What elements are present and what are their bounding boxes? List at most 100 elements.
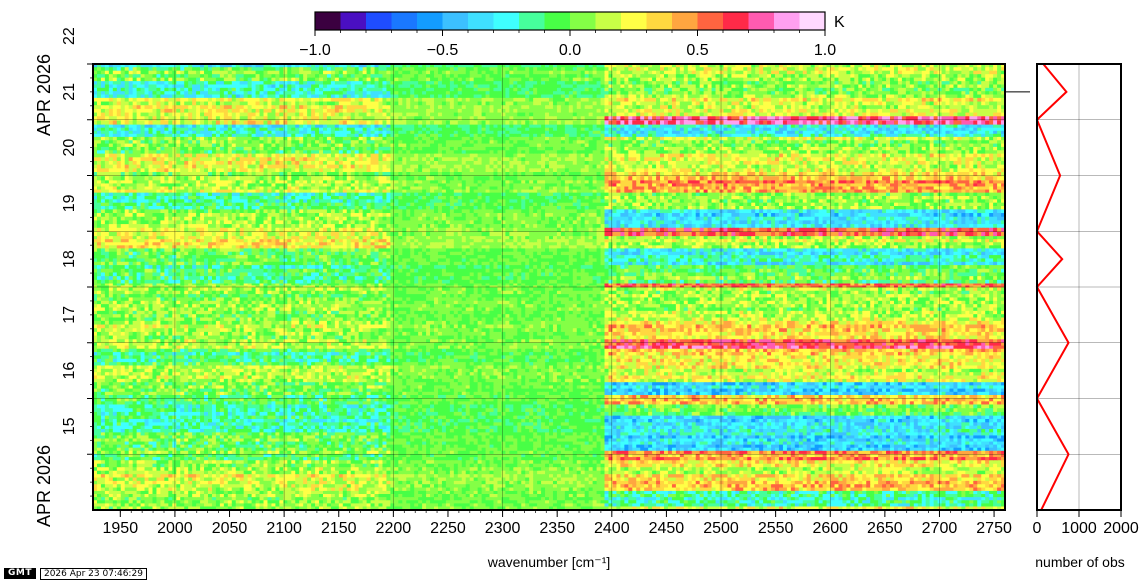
heatmap-cell: [608, 444, 613, 447]
heatmap-cell: [791, 497, 796, 501]
heatmap-cell: [644, 503, 649, 507]
heatmap-cell: [382, 477, 387, 481]
heatmap-cell: [228, 470, 233, 474]
heatmap-cell: [862, 470, 867, 474]
heatmap-cell: [192, 460, 197, 464]
heatmap-cell: [953, 484, 958, 488]
heatmap-cell: [279, 457, 284, 461]
heatmap-cell: [335, 500, 340, 504]
heatmap-cell: [470, 441, 475, 444]
heatmap-cell: [965, 474, 970, 478]
heatmap-cell: [216, 467, 221, 471]
heatmap-cell: [771, 500, 776, 504]
heatmap-cell: [918, 463, 923, 467]
heatmap-cell: [767, 467, 772, 471]
heatmap-cell: [260, 460, 265, 464]
heatmap-cell: [184, 467, 189, 471]
heatmap-cell: [569, 470, 574, 474]
heatmap-cell: [307, 447, 312, 450]
heatmap-cell: [692, 467, 697, 471]
heatmap-cell: [858, 494, 863, 498]
heatmap-cell: [192, 503, 197, 507]
heatmap-cell: [981, 503, 986, 507]
heatmap-cell: [220, 470, 225, 474]
heatmap-cell: [545, 450, 550, 454]
heatmap-cell: [680, 467, 685, 471]
heatmap-cell: [509, 447, 514, 450]
heatmap-cell: [704, 497, 709, 501]
heatmap-cell: [735, 444, 740, 447]
heatmap-cell: [406, 477, 411, 481]
heatmap-cell: [482, 497, 487, 501]
heatmap-cell: [997, 457, 1002, 461]
colorbar: −1.0 −0.5 0.0 0.5 1.0 K: [299, 12, 845, 59]
heatmap-cell: [898, 487, 903, 491]
heatmap-cell: [164, 444, 169, 447]
heatmap-cell: [938, 494, 943, 498]
heatmap-cell: [656, 467, 661, 471]
heatmap-cell: [418, 457, 423, 461]
heatmap-cell: [113, 460, 118, 464]
heatmap-cell: [117, 503, 122, 507]
heatmap-cell: [513, 503, 518, 507]
heatmap-cell: [478, 447, 483, 450]
heatmap-cell: [486, 463, 491, 467]
heatmap-cell: [113, 444, 118, 447]
heatmap-cell: [656, 484, 661, 488]
heatmap-cell: [331, 457, 336, 461]
heatmap-cell: [616, 484, 621, 488]
heatmap-cell: [145, 484, 150, 488]
heatmap-cell: [113, 463, 118, 467]
heatmap-cell: [196, 457, 201, 461]
heatmap-cell: [720, 444, 725, 447]
heatmap-cell: [569, 474, 574, 478]
heatmap-cell: [878, 467, 883, 471]
heatmap-cell: [168, 444, 173, 447]
heatmap-cell: [200, 500, 205, 504]
heatmap-cell: [831, 500, 836, 504]
heatmap-cell: [823, 474, 828, 478]
heatmap-cell: [450, 484, 455, 488]
heatmap-cell: [505, 467, 510, 471]
heatmap-cell: [577, 474, 582, 478]
heatmap-cell: [533, 497, 538, 501]
heatmap-cell: [831, 474, 836, 478]
heatmap-cell: [248, 441, 253, 444]
heatmap-cell: [846, 477, 851, 481]
heatmap-cell: [922, 500, 927, 504]
heatmap-cell: [803, 457, 808, 461]
heatmap-cell: [244, 487, 249, 491]
heatmap-cell: [252, 503, 257, 507]
heatmap-cell: [680, 477, 685, 481]
heatmap-cell: [101, 474, 106, 478]
heatmap-cell: [934, 497, 939, 501]
heatmap-cell: [628, 503, 633, 507]
heatmap-cell: [117, 487, 122, 491]
heatmap-cell: [743, 500, 748, 504]
heatmap-cell: [910, 494, 915, 498]
heatmap-cell: [672, 467, 677, 471]
heatmap-cell: [930, 490, 935, 494]
heatmap-cell: [668, 470, 673, 474]
heatmap-cell: [315, 463, 320, 467]
heatmap-cell: [347, 467, 352, 471]
heatmap-cell: [775, 444, 780, 447]
heatmap-cell: [529, 460, 534, 464]
heatmap-cell: [426, 450, 431, 454]
heatmap-cell: [256, 463, 261, 467]
heatmap-cell: [482, 494, 487, 498]
heatmap-cell: [601, 444, 606, 447]
heatmap-cell: [585, 470, 590, 474]
heatmap-cell: [252, 487, 257, 491]
heatmap-cell: [105, 444, 110, 447]
heatmap-cell: [224, 450, 229, 454]
heatmap-cell: [521, 467, 526, 471]
heatmap-cell: [287, 487, 292, 491]
heatmap-cell: [434, 487, 439, 491]
heatmap-cell: [462, 447, 467, 450]
heatmap-cell: [696, 474, 701, 478]
heatmap-cell: [938, 487, 943, 491]
heatmap-cell: [176, 490, 181, 494]
heatmap-cell: [168, 474, 173, 478]
heatmap-cell: [969, 447, 974, 450]
